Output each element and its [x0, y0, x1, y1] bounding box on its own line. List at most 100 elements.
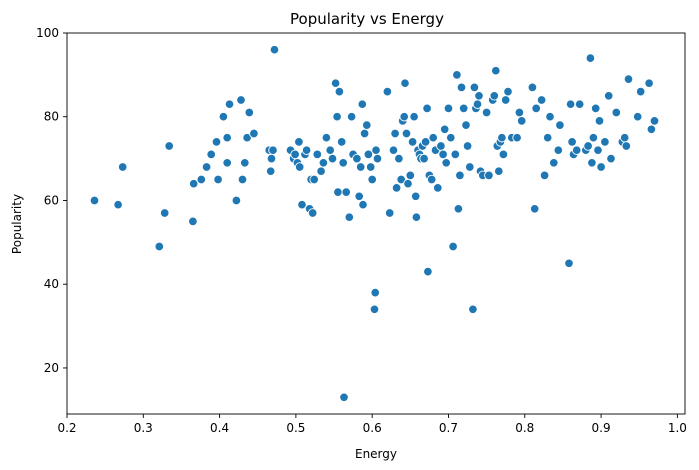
- data-point: [632, 111, 643, 122]
- data-point: [237, 174, 248, 185]
- data-point: [346, 111, 357, 122]
- data-point: [585, 53, 596, 63]
- data-point: [439, 124, 450, 135]
- data-point: [481, 107, 492, 118]
- data-point: [571, 145, 582, 155]
- data-point: [419, 153, 429, 164]
- data-point: [164, 141, 174, 151]
- data-point: [409, 111, 419, 122]
- data-point: [325, 145, 335, 155]
- data-point: [469, 82, 480, 93]
- data-point: [339, 392, 349, 403]
- data-point: [222, 132, 232, 143]
- data-point: [590, 103, 601, 114]
- data-point: [441, 158, 451, 168]
- data-point: [600, 137, 610, 147]
- data-point: [196, 174, 207, 185]
- data-point: [333, 187, 343, 197]
- data-point: [587, 158, 597, 168]
- data-point: [394, 153, 404, 164]
- data-point: [455, 170, 465, 181]
- data-point: [89, 195, 100, 206]
- data-point: [565, 99, 576, 109]
- data-point: [384, 208, 395, 218]
- x-tick-label: 1.0: [668, 421, 687, 435]
- data-point: [452, 70, 462, 80]
- x-axis: 0.2 0.3 0.4 0.5 0.6 0.7 0.8 0.9 1.0: [57, 414, 687, 435]
- data-point: [593, 145, 603, 155]
- data-point: [242, 132, 252, 143]
- data-point: [338, 158, 348, 168]
- data-point: [390, 128, 400, 139]
- data-point: [623, 74, 634, 84]
- data-point: [564, 258, 574, 269]
- data-point: [433, 183, 443, 193]
- data-point: [312, 149, 323, 160]
- data-point: [484, 170, 494, 181]
- data-point: [236, 95, 246, 105]
- x-tick-label: 0.5: [286, 421, 305, 435]
- data-point: [411, 212, 422, 222]
- data-point: [410, 191, 421, 202]
- data-point: [468, 304, 478, 315]
- data-point: [621, 141, 632, 151]
- data-point: [224, 99, 235, 109]
- data-point: [211, 137, 222, 147]
- data-point: [474, 91, 484, 101]
- data-point: [294, 137, 304, 147]
- data-point: [649, 116, 660, 126]
- data-point: [269, 44, 280, 55]
- y-tick-label: 100: [36, 26, 59, 40]
- data-point: [555, 120, 565, 130]
- data-point: [222, 158, 232, 168]
- data-point: [446, 132, 456, 143]
- data-point: [456, 82, 467, 93]
- data-point: [266, 153, 277, 164]
- data-point: [358, 199, 368, 210]
- data-point: [436, 141, 446, 151]
- data-point: [362, 120, 372, 130]
- data-point: [359, 128, 370, 139]
- data-point: [369, 304, 380, 315]
- data-point: [606, 153, 616, 164]
- y-tick-label: 20: [44, 361, 59, 375]
- data-point: [370, 287, 380, 298]
- data-point: [332, 111, 342, 122]
- data-point: [403, 178, 413, 189]
- data-point: [372, 153, 383, 164]
- data-point: [422, 103, 432, 114]
- data-point: [297, 199, 307, 210]
- data-point: [405, 170, 416, 181]
- data-point: [438, 149, 448, 160]
- data-point: [465, 162, 475, 172]
- data-point: [334, 86, 345, 97]
- data-point: [355, 162, 366, 172]
- data-point: [159, 208, 170, 218]
- data-point: [611, 107, 622, 118]
- data-point: [489, 91, 500, 101]
- data-point: [549, 158, 559, 168]
- data-point: [388, 145, 399, 155]
- data-point: [619, 132, 630, 143]
- data-point: [290, 149, 300, 160]
- data-point: [371, 145, 381, 155]
- y-tick-label: 60: [44, 193, 59, 207]
- x-tick-label: 0.7: [439, 421, 458, 435]
- points-layer: [89, 44, 660, 403]
- y-tick-label: 80: [44, 110, 59, 124]
- data-point: [188, 178, 199, 189]
- data-point: [527, 82, 538, 93]
- data-point: [249, 128, 259, 139]
- data-point: [218, 111, 229, 122]
- data-point: [536, 95, 547, 105]
- y-tick-label: 40: [44, 277, 59, 291]
- data-point: [594, 116, 605, 126]
- data-point: [367, 174, 377, 185]
- data-point: [491, 65, 501, 76]
- data-point: [574, 99, 585, 109]
- data-point: [391, 183, 402, 193]
- data-point: [553, 145, 564, 155]
- data-point: [426, 174, 437, 185]
- data-point: [545, 111, 555, 122]
- data-point: [588, 132, 599, 143]
